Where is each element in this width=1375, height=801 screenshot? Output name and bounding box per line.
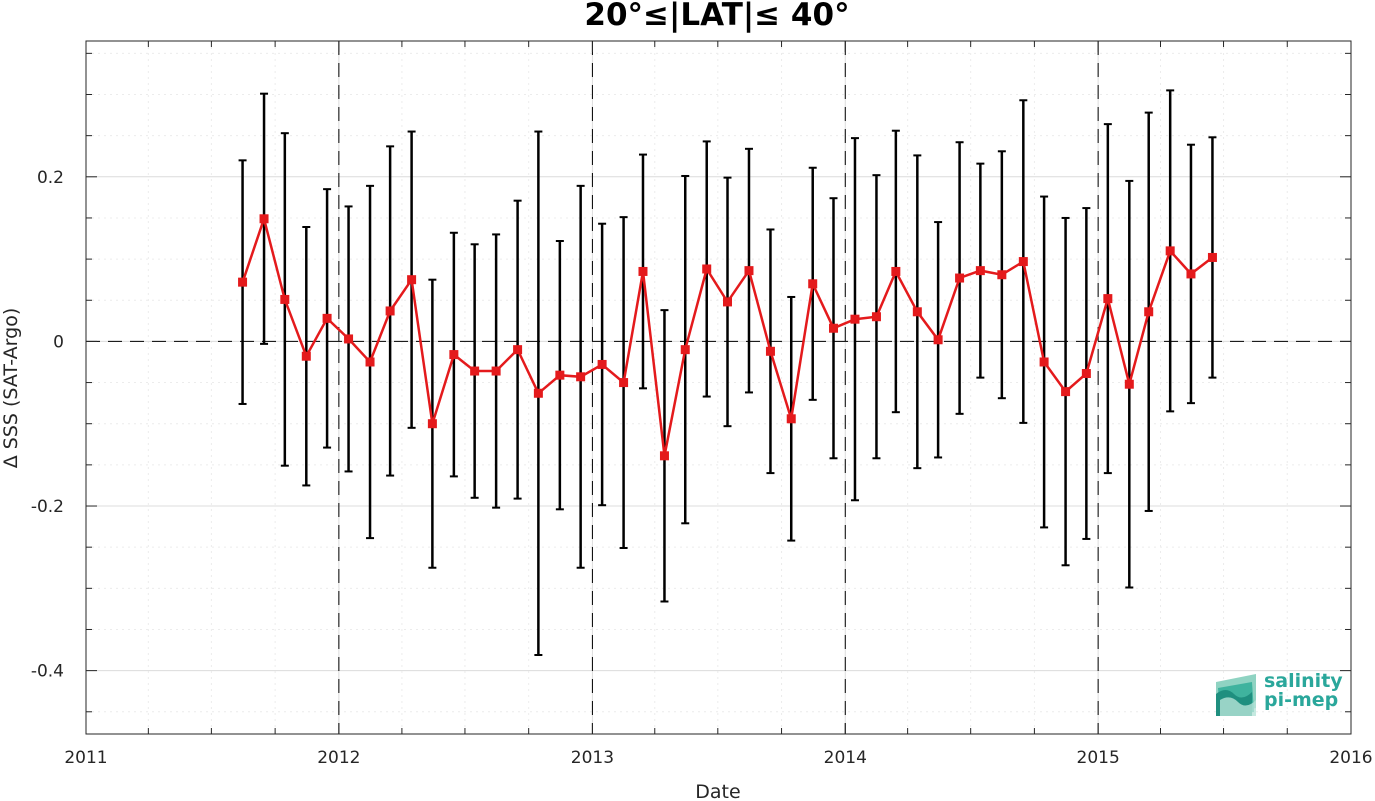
- data-point: [659, 451, 669, 461]
- y-tick-label: 0: [53, 332, 64, 352]
- x-tick-label: 2013: [571, 748, 614, 768]
- salinity-pi-mep-logo: salinity pi-mep: [1216, 670, 1343, 716]
- data-point: [365, 357, 375, 367]
- data-point: [829, 323, 838, 333]
- data-point: [850, 314, 860, 324]
- data-point: [955, 273, 965, 283]
- data-point: [301, 351, 311, 361]
- logo-text-pi-mep: pi-mep: [1264, 689, 1338, 711]
- data-point: [1081, 369, 1091, 379]
- data-point: [533, 388, 543, 398]
- y-tick-label: 0.2: [37, 168, 64, 188]
- data-point: [871, 312, 881, 322]
- y-axis-label: Δ SSS (SAT-Argo): [0, 308, 22, 468]
- data-point: [723, 297, 733, 307]
- data-point: [1039, 357, 1049, 367]
- data-point: [344, 334, 354, 344]
- data-point: [808, 279, 818, 289]
- data-point: [427, 419, 437, 429]
- data-point: [765, 346, 775, 356]
- data-point: [1165, 246, 1175, 256]
- ticks: [85, 41, 1352, 734]
- data-point: [975, 266, 985, 276]
- year-separators: [338, 41, 1099, 734]
- data-point: [1186, 269, 1196, 279]
- data-point: [238, 277, 248, 287]
- data-point: [619, 378, 629, 388]
- data-point: [891, 266, 901, 276]
- data-point: [1018, 257, 1028, 267]
- data-point: [470, 366, 480, 376]
- x-tick-labels: 2011 2012 2013 2014 2015 2016: [64, 748, 1372, 768]
- data-point: [280, 294, 290, 304]
- wave-logo-icon: [1216, 674, 1256, 716]
- error-bars: [238, 89, 1217, 656]
- data-point: [385, 306, 395, 316]
- data-point: [449, 350, 459, 360]
- data-point: [997, 270, 1007, 280]
- logo-text-salinity: salinity: [1264, 670, 1343, 692]
- chart-title: 20°≤|LAT|≤ 40°: [584, 0, 849, 33]
- data-point: [597, 359, 607, 369]
- data-point: [259, 214, 269, 224]
- data-point: [912, 307, 922, 317]
- x-axis-label: Date: [695, 781, 740, 801]
- data-point: [555, 370, 565, 380]
- x-tick-label: 2012: [317, 748, 360, 768]
- data-point: [638, 266, 648, 276]
- data-point: [1144, 307, 1154, 317]
- data-point: [702, 264, 712, 274]
- data-point: [322, 313, 332, 323]
- y-tick-label: -0.2: [31, 497, 64, 517]
- data-point: [680, 345, 690, 355]
- data-point: [513, 345, 523, 355]
- data-point: [744, 266, 754, 276]
- y-tick-label: -0.4: [31, 662, 64, 682]
- x-tick-label: 2015: [1077, 748, 1120, 768]
- data-point: [933, 335, 943, 345]
- data-point: [1207, 252, 1217, 262]
- x-tick-label: 2011: [64, 748, 107, 768]
- data-point: [407, 275, 417, 285]
- grid: [85, 41, 1352, 734]
- x-tick-label: 2016: [1329, 748, 1372, 768]
- data-point: [1061, 387, 1071, 397]
- data-point: [576, 372, 586, 382]
- data-point: [1124, 379, 1134, 389]
- plot-frame: [85, 40, 1352, 735]
- y-tick-labels: -0.4 -0.2 0 0.2: [31, 168, 64, 682]
- data-series: [238, 214, 1217, 461]
- data-point: [1103, 294, 1113, 304]
- data-point: [491, 366, 501, 376]
- data-point: [786, 414, 796, 424]
- x-tick-label: 2014: [824, 748, 867, 768]
